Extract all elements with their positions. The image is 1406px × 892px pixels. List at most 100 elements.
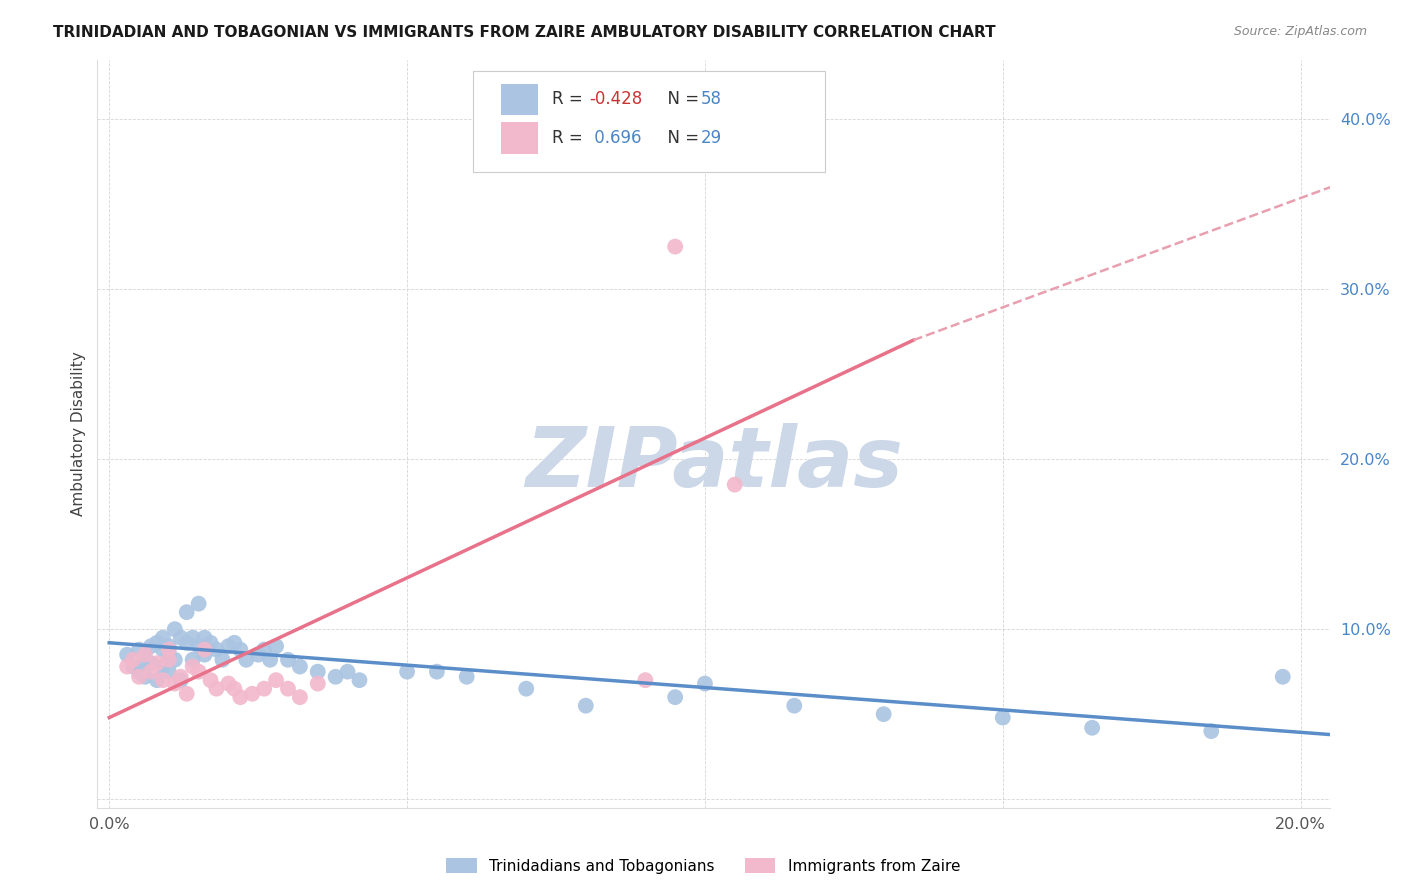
Point [264, 673, 287, 688]
Point [170, 631, 193, 645]
Point [128, 670, 150, 684]
Text: N =: N = [657, 90, 704, 108]
Point [176, 605, 198, 619]
Point [134, 670, 156, 684]
Point [181, 659, 204, 673]
Point [163, 653, 186, 667]
Point [122, 653, 145, 667]
Point [349, 673, 371, 688]
Point [134, 653, 156, 667]
Point [128, 642, 150, 657]
Point [1081, 721, 1104, 735]
Point [134, 648, 156, 662]
Point [307, 676, 329, 690]
Point [115, 659, 138, 673]
Text: R =: R = [553, 129, 588, 147]
Point [170, 673, 193, 688]
Point [724, 477, 747, 491]
Point [634, 673, 657, 688]
Point [288, 659, 311, 673]
Point [157, 653, 180, 667]
Point [277, 681, 299, 696]
Point [157, 665, 180, 679]
Point [170, 670, 193, 684]
Point [240, 687, 263, 701]
Point [200, 636, 222, 650]
Point [229, 642, 252, 657]
Point [277, 653, 299, 667]
Point [139, 656, 162, 670]
Point [146, 673, 169, 688]
Point [187, 597, 209, 611]
Point [193, 642, 215, 657]
Point [217, 676, 239, 690]
Point [264, 639, 287, 653]
Point [247, 648, 270, 662]
Text: TRINIDADIAN AND TOBAGONIAN VS IMMIGRANTS FROM ZAIRE AMBULATORY DISABILITY CORREL: TRINIDADIAN AND TOBAGONIAN VS IMMIGRANTS… [53, 25, 995, 40]
Point [426, 665, 449, 679]
Point [157, 648, 180, 662]
Point [139, 639, 162, 653]
Point [157, 642, 180, 657]
Point [664, 239, 686, 253]
Point [146, 656, 169, 670]
Point [122, 659, 145, 673]
Point [152, 631, 174, 645]
Point [163, 622, 186, 636]
Point [253, 642, 276, 657]
Point [205, 642, 228, 657]
Point [235, 653, 257, 667]
Text: 58: 58 [700, 90, 721, 108]
Point [456, 670, 478, 684]
Point [396, 665, 419, 679]
Text: Source: ZipAtlas.com: Source: ZipAtlas.com [1233, 25, 1367, 38]
Point [307, 665, 329, 679]
Point [693, 676, 716, 690]
Point [146, 636, 169, 650]
Point [152, 659, 174, 673]
Point [187, 639, 209, 653]
Point [515, 681, 537, 696]
Legend: Trinidadians and Tobagonians, Immigrants from Zaire: Trinidadians and Tobagonians, Immigrants… [440, 852, 966, 880]
Point [187, 665, 209, 679]
Text: 0.696: 0.696 [589, 129, 641, 147]
Text: -0.428: -0.428 [589, 90, 643, 108]
Point [176, 687, 198, 701]
Point [1271, 670, 1294, 684]
Point [336, 665, 359, 679]
Text: 29: 29 [700, 129, 721, 147]
Point [152, 673, 174, 688]
Point [259, 653, 281, 667]
Point [872, 707, 894, 722]
Point [163, 676, 186, 690]
FancyBboxPatch shape [501, 84, 537, 115]
Text: R =: R = [553, 90, 588, 108]
Point [229, 690, 252, 705]
Point [224, 636, 246, 650]
Point [325, 670, 347, 684]
Point [181, 653, 204, 667]
Y-axis label: Ambulatory Disability: Ambulatory Disability [72, 351, 86, 516]
Point [193, 631, 215, 645]
Point [200, 673, 222, 688]
Text: N =: N = [657, 129, 704, 147]
Point [115, 648, 138, 662]
Text: ZIPatlas: ZIPatlas [524, 423, 903, 504]
Point [157, 639, 180, 653]
FancyBboxPatch shape [501, 122, 537, 153]
Point [1199, 724, 1222, 739]
Point [128, 665, 150, 679]
Point [193, 648, 215, 662]
Point [152, 642, 174, 657]
Point [575, 698, 598, 713]
Point [139, 665, 162, 679]
Point [205, 681, 228, 696]
Point [211, 653, 233, 667]
Point [991, 710, 1014, 724]
Point [783, 698, 806, 713]
Point [181, 631, 204, 645]
Point [288, 690, 311, 705]
Point [253, 681, 276, 696]
Point [176, 636, 198, 650]
Point [664, 690, 686, 705]
